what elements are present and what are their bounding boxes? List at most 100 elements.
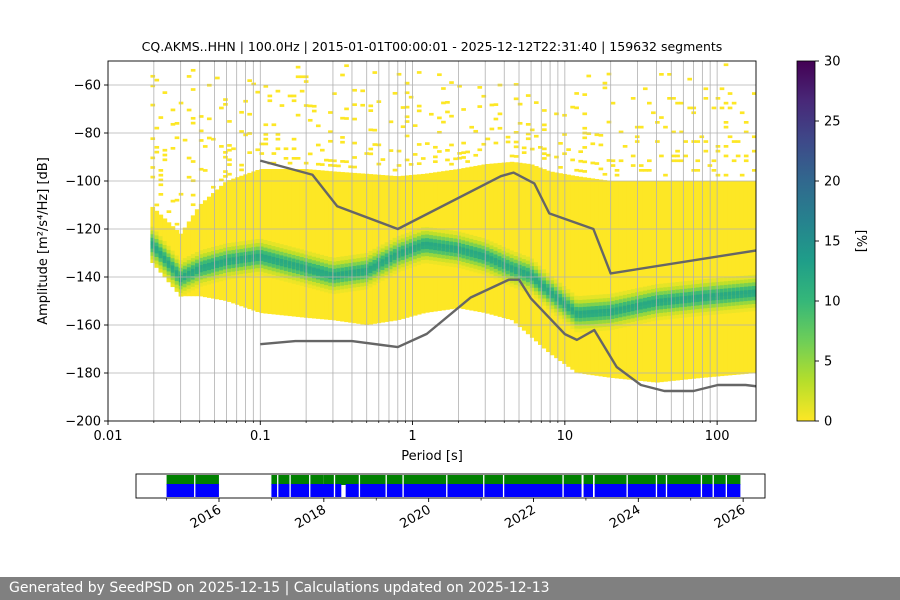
heat-cell [457,253,462,258]
heat-cell [360,257,366,262]
heat-cell [299,263,305,268]
y-tick-label: −160 [65,319,101,334]
heat-cell [606,180,612,378]
heat-cell [711,296,717,301]
heat-cell [182,286,188,291]
heat-cell [396,268,402,273]
heat-cell [594,133,600,137]
heat-cell [566,289,571,294]
heat-cell [174,136,180,140]
heat-cell [485,268,491,273]
heat-cell [223,98,228,101]
y-tick-label: −60 [74,79,101,94]
heat-cell [154,126,160,130]
heat-cell [186,284,192,289]
heat-cell [594,302,600,307]
heat-cell [735,287,741,292]
heat-cell [449,114,454,118]
heat-cell [582,126,588,130]
heat-cell [219,259,224,264]
heat-cell [267,244,273,249]
heat-cell [150,166,156,169]
heat-cell [352,254,357,259]
heat-cell [614,292,620,297]
heat-cell [271,267,277,272]
heat-cell [489,241,495,246]
heat-cell [606,304,612,309]
heat-cell [513,255,519,260]
heat-cell [638,287,644,292]
heat-cell [594,312,600,317]
heat-cell [166,267,172,272]
heat-cell [231,271,236,276]
heat-cell [429,112,434,116]
y-tick-label: −100 [65,175,101,190]
heat-cell [158,116,164,119]
heat-cell [723,288,729,293]
heat-cell [481,266,487,271]
heat-cell [412,244,418,249]
heat-cell [348,258,353,263]
heat-cell [598,167,604,171]
heat-cell [328,271,333,276]
heat-cell [219,262,224,267]
heat-cell [675,296,680,301]
heat-cell [433,256,438,261]
heat-cell [739,286,745,291]
heat-cell [497,126,503,130]
heat-cell [626,300,632,305]
heat-cell [315,268,321,273]
heat-cell [461,232,466,237]
heat-cell [190,268,196,273]
heat-cell [186,256,192,261]
heat-cell [731,140,737,143]
heat-cell [570,292,575,297]
heat-cell [190,286,196,291]
heat-cell [360,271,366,276]
heat-cell [574,295,579,300]
heat-cell [687,77,693,81]
heat-cell [206,196,212,298]
heat-cell [614,324,620,329]
heat-cell [445,237,450,241]
heat-cell [271,169,277,315]
heat-cell [525,289,531,294]
heat-cell [578,310,584,315]
heat-cell [469,260,475,265]
heat-cell [586,302,592,307]
heat-cell [433,160,438,164]
heat-cell [392,255,398,260]
heat-cell [283,263,289,268]
heat-cell [408,238,414,243]
heat-cell [267,262,273,267]
heat-cell [255,242,261,247]
heat-cell [574,299,579,304]
heat-cell [219,252,224,257]
heat-cell [614,296,620,301]
availability-segments-span [594,484,741,497]
heat-cell [348,172,353,323]
heat-cell [384,253,390,258]
heat-cell [582,317,588,322]
availability-gap [712,475,714,497]
heat-cell [416,243,422,248]
heat-cell [235,259,240,264]
heat-cell [525,163,531,335]
heat-cell [368,272,374,277]
heat-cell [158,265,164,270]
heat-cell [206,280,212,285]
heat-cell [703,87,709,91]
heat-cell [307,258,313,263]
heat-cell [578,150,584,153]
heat-cell [271,249,277,254]
heat-cell [404,105,410,109]
availability-gap [665,475,668,497]
heat-cell [667,308,672,313]
heat-cell [404,250,410,255]
heat-cell [578,159,584,163]
heat-cell [324,255,329,260]
heat-cell [525,263,531,268]
heat-cell [743,279,749,284]
heat-cell [558,300,563,305]
heat-cell [441,236,446,241]
